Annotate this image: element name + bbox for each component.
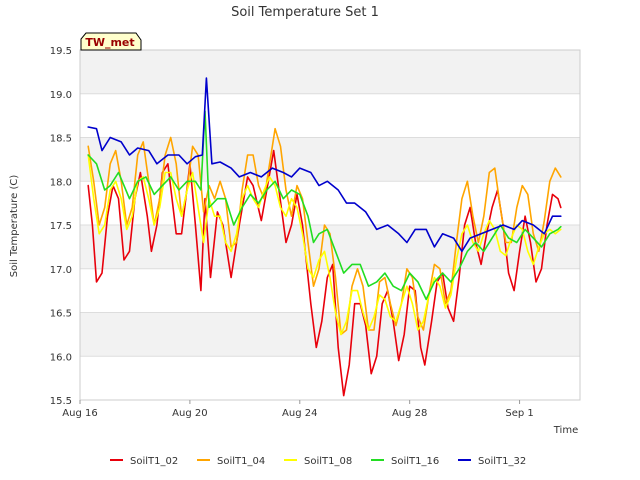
y-axis-label: Soil Temperature (C) xyxy=(9,175,20,278)
y-tick-label: 18.0 xyxy=(50,177,72,188)
badge-shape xyxy=(80,32,142,51)
y-tick-label: 17.5 xyxy=(50,221,72,232)
legend-label-soilt1-04: SoilT1_04 xyxy=(217,456,265,467)
y-tick-label: 16.5 xyxy=(50,309,72,320)
y-tick-label: 17.0 xyxy=(50,265,72,276)
y-axis-ticks: 15.5 16.0 16.5 17.0 17.5 18.0 18.5 19.0 19.5 xyxy=(50,46,72,407)
series-line-soilt1-04 xyxy=(87,127,562,336)
series-line-soilt1-16 xyxy=(87,110,562,301)
y-tick-label: 16.0 xyxy=(50,352,72,363)
y-tick-label: 18.5 xyxy=(50,134,72,145)
x-tick-label: Aug 16 xyxy=(62,408,97,419)
badge-text: TW_met xyxy=(85,36,134,49)
legend: SoilT1_02 SoilT1_04 SoilT1_08 SoilT1_16 Soil… xyxy=(110,456,526,467)
x-axis-label: Time xyxy=(553,425,578,436)
legend-label-soilt1-32: SoilT1_32 xyxy=(478,456,526,467)
x-tick-label: Aug 24 xyxy=(282,408,317,419)
x-tick-label: Aug 28 xyxy=(392,408,427,419)
y-tick-label: 19.5 xyxy=(50,46,72,57)
x-tick-label: Sep 1 xyxy=(505,408,533,419)
legend-label-soilt1-02: SoilT1_02 xyxy=(130,456,178,467)
chart-title: Soil Temperature Set 1 xyxy=(231,5,379,20)
y-tick-label: 19.0 xyxy=(50,90,72,101)
grid-band xyxy=(80,312,580,357)
series-line-soilt1-08 xyxy=(87,154,562,336)
series-layer xyxy=(87,77,562,397)
legend-label-soilt1-16: SoilT1_16 xyxy=(391,456,439,467)
grid-band xyxy=(80,50,580,94)
plot-frame xyxy=(79,49,581,401)
x-tick-label: Aug 20 xyxy=(172,408,207,419)
station-badge: TW_met xyxy=(80,32,142,51)
legend-label-soilt1-08: SoilT1_08 xyxy=(304,456,352,467)
y-tick-label: 15.5 xyxy=(50,396,72,407)
x-axis-ticks: Aug 16 Aug 20 Aug 24 Aug 28 Sep 1 xyxy=(62,400,534,419)
series-line-soilt1-32 xyxy=(87,77,562,253)
